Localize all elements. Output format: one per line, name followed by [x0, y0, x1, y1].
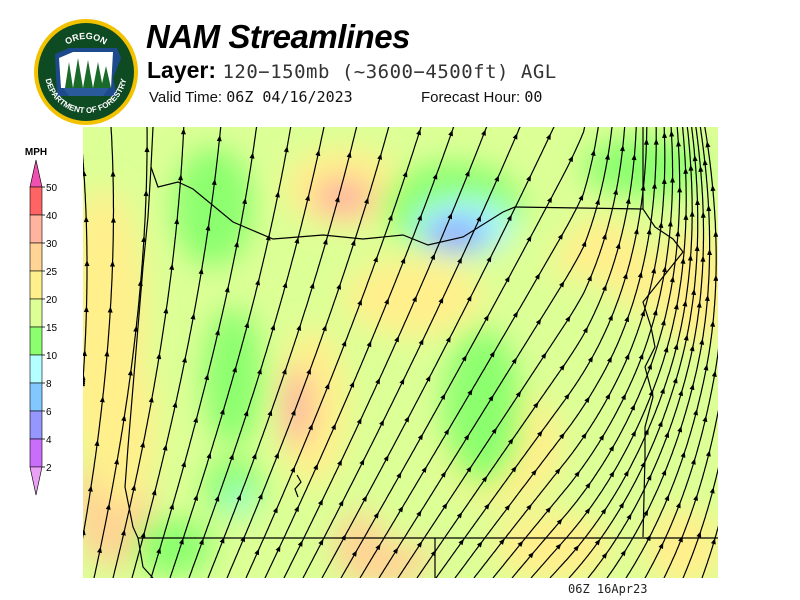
- legend-tick-label: 30: [46, 239, 58, 250]
- legend-tick-label: 50: [46, 183, 58, 194]
- valid-time-value: 06Z 04/16/2023: [226, 88, 352, 106]
- legend-tick-label: 15: [46, 323, 58, 334]
- forecast-hour-value: 00: [524, 88, 542, 106]
- valid-time: Valid Time: 06Z 04/16/2023: [149, 88, 353, 106]
- wind-speed-contour: [343, 257, 483, 337]
- legend-swatch: [30, 243, 42, 271]
- legend-tick-label: 8: [46, 379, 52, 390]
- wind-speed-contour: [173, 147, 253, 267]
- legend-tick-label: 25: [46, 267, 58, 278]
- layer-value: 120−150mb (~3600−4500ft) AGL: [222, 61, 556, 83]
- timestamp-stamp: 06Z 16Apr23: [568, 582, 647, 596]
- forecast-hour: Forecast Hour: 00: [421, 88, 542, 106]
- legend-tick-label: 2: [46, 463, 52, 474]
- page-title: NAM Streamlines: [146, 18, 410, 56]
- legend-swatch: [30, 355, 42, 383]
- legend-swatch: [30, 327, 42, 355]
- legend-swatch: [30, 439, 42, 467]
- valid-time-label: Valid Time:: [149, 89, 222, 106]
- layer-label: Layer:: [147, 57, 216, 83]
- legend-swatch: [30, 383, 42, 411]
- legend-tick-label: 6: [46, 407, 52, 418]
- legend-under-arrow: [30, 467, 42, 495]
- legend-unit: MPH: [25, 147, 47, 158]
- legend-tick-label: 4: [46, 435, 52, 446]
- wind-speed-legend: MPH 50 40 30 25 20 15 10 8 6 4 2: [0, 140, 80, 510]
- legend-tick-label: 20: [46, 295, 58, 306]
- legend-over-arrow: [30, 160, 42, 187]
- forecast-hour-label: Forecast Hour:: [421, 89, 520, 106]
- legend-swatch: [30, 271, 42, 299]
- legend-swatch: [30, 299, 42, 327]
- legend-tick-label: 40: [46, 211, 58, 222]
- legend-tick-label: 10: [46, 351, 58, 362]
- legend-swatch: [30, 215, 42, 243]
- legend-swatch: [30, 187, 42, 215]
- oregon-department-of-forestry-logo: OREGON DEPARTMENT OF FORESTRY: [33, 18, 139, 126]
- legend-swatch: [30, 411, 42, 439]
- layer-info: Layer: 120−150mb (~3600−4500ft) AGL: [147, 57, 557, 84]
- streamline-map: [83, 127, 718, 578]
